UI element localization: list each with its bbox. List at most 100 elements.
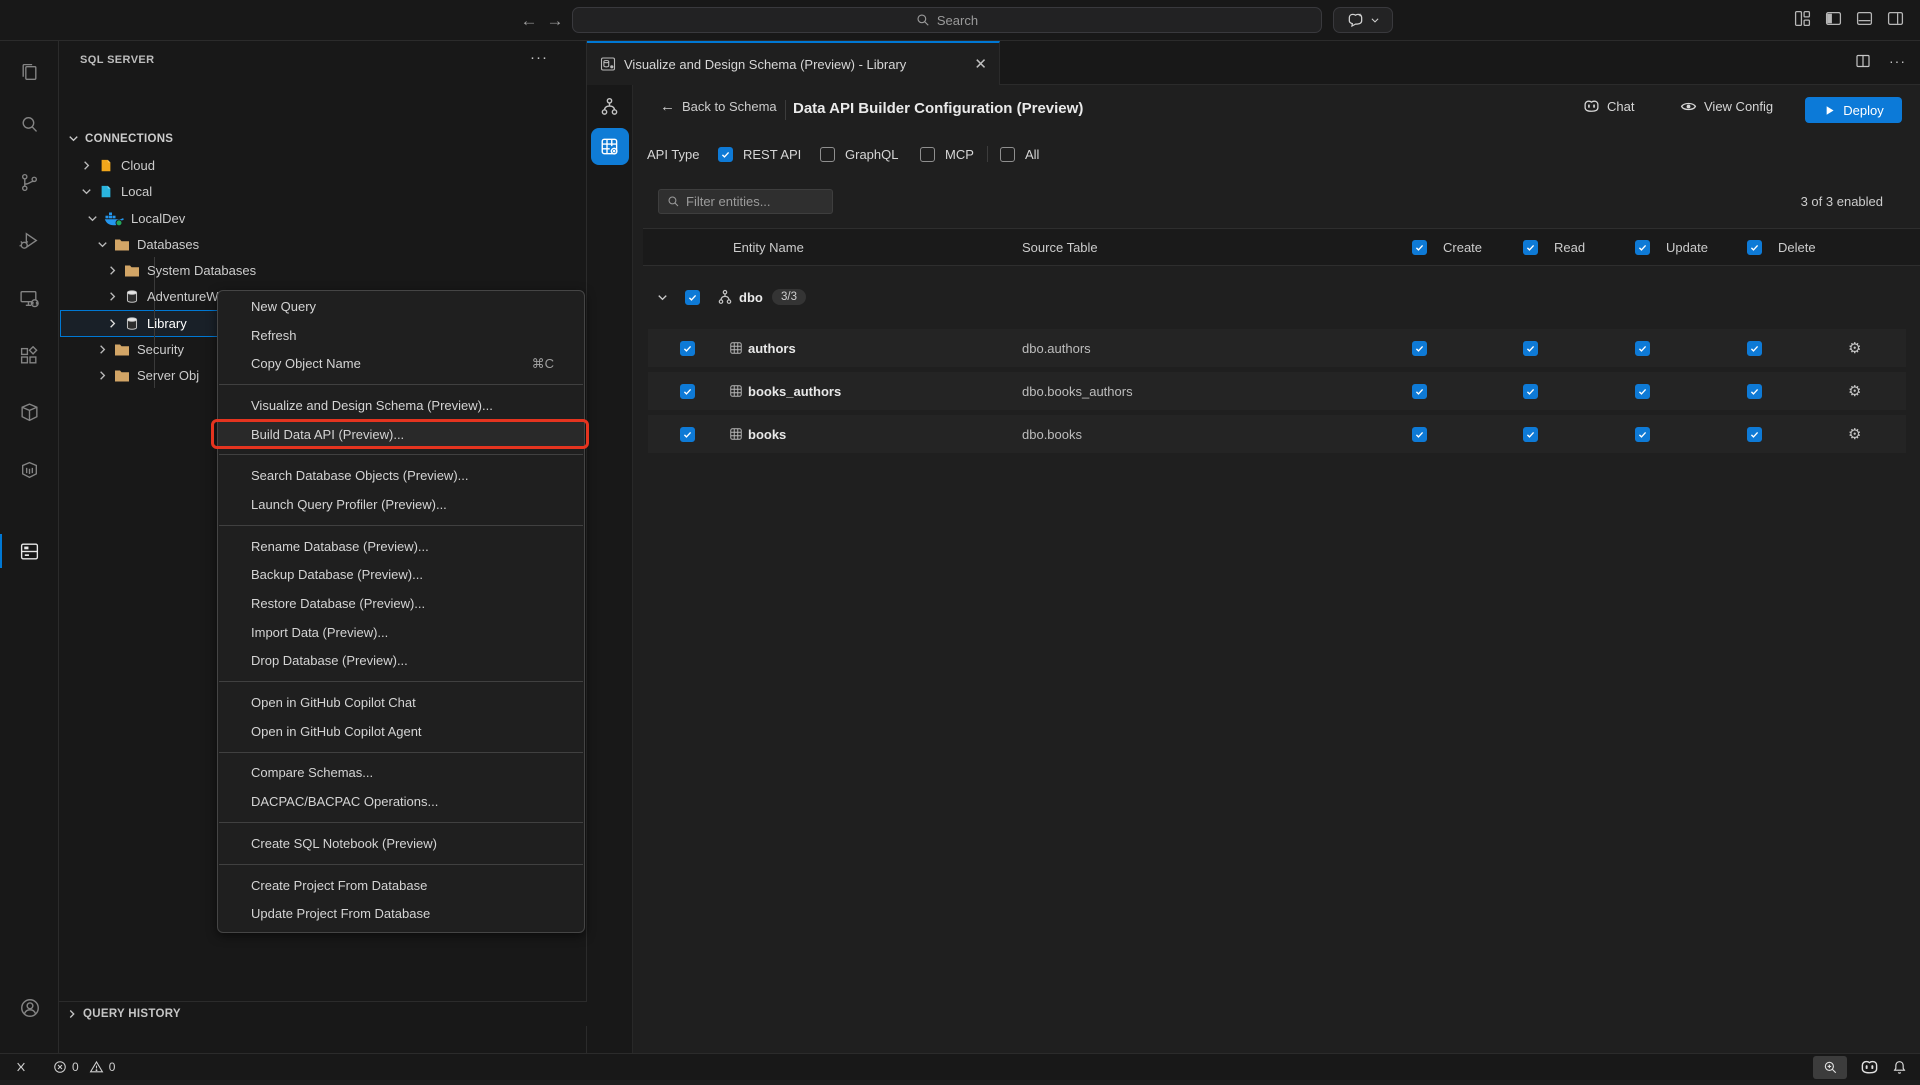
sidebar-item-connections[interactable]: CONNECTIONS [59,125,587,152]
source-control-icon[interactable] [0,162,59,202]
checkbox[interactable] [718,147,733,162]
menu-item-open-copilot-chat[interactable]: Open in GitHub Copilot Chat [218,688,584,717]
menu-item-update-project-from-database[interactable]: Update Project From Database [218,899,584,928]
row-checkbox[interactable] [680,372,695,410]
checkbox[interactable] [1635,240,1650,255]
menu-item-compare-schemas[interactable]: Compare Schemas... [218,759,584,788]
remote-indicator-icon[interactable] [14,1060,28,1074]
menu-item-new-query[interactable]: New Query [218,292,584,321]
package-icon[interactable] [0,450,59,490]
container-tools-icon[interactable] [0,392,59,432]
menu-item-backup-database[interactable]: Backup Database (Preview)... [218,561,584,590]
run-debug-icon[interactable] [0,220,59,260]
update-checkbox[interactable] [1635,415,1650,453]
row-settings-gear-icon[interactable]: ⚙ [1848,329,1861,367]
customize-layout-icon[interactable] [1794,10,1811,27]
more-actions-icon[interactable]: ··· [1889,53,1906,69]
read-checkbox[interactable] [1523,372,1538,410]
chat-button[interactable]: Chat [1583,98,1634,115]
delete-checkbox[interactable] [1747,372,1762,410]
chevron-down-icon[interactable] [655,277,670,317]
back-to-schema-link[interactable]: ← Back to Schema [660,98,777,115]
checkbox[interactable] [1747,240,1762,255]
group-checkbox[interactable] [685,277,700,317]
remote-explorer-icon[interactable] [0,278,59,318]
table-row-authors[interactable]: authors dbo.authors ⚙ [648,329,1906,367]
command-center-search[interactable]: Search [572,7,1322,33]
checkbox[interactable] [1523,240,1538,255]
table-row-books[interactable]: books dbo.books ⚙ [648,415,1906,453]
account-icon[interactable] [0,988,59,1028]
menu-item-rename-database[interactable]: Rename Database (Preview)... [218,532,584,561]
api-type-rest[interactable]: REST API [718,142,801,166]
search-view-icon[interactable] [0,104,59,144]
sidebar-item-cloud[interactable]: Cloud [59,152,587,179]
menu-item-create-project-from-database[interactable]: Create Project From Database [218,871,584,900]
zoom-indicator[interactable] [1813,1056,1847,1079]
checkbox[interactable] [1412,240,1427,255]
toggle-panel-icon[interactable] [1856,10,1873,27]
copilot-status-icon[interactable] [1860,1058,1879,1077]
menu-item-refresh[interactable]: Refresh [218,321,584,350]
create-checkbox[interactable] [1412,415,1427,453]
deploy-button[interactable]: Deploy [1805,97,1902,123]
menu-item-drop-database[interactable]: Drop Database (Preview)... [218,647,584,676]
sidebar-item-system-databases[interactable]: System Databases [59,257,587,284]
data-api-config-button[interactable] [591,128,629,165]
delete-checkbox[interactable] [1747,329,1762,367]
checkbox[interactable] [1000,147,1015,162]
menu-item-import-data[interactable]: Import Data (Preview)... [218,618,584,647]
delete-checkbox[interactable] [1747,415,1762,453]
tab-visualize-design-schema[interactable]: Visualize and Design Schema (Preview) - … [587,41,1000,85]
page-title: Data API Builder Configuration (Preview) [793,100,1083,117]
schema-diagram-icon[interactable] [600,97,619,116]
menu-item-copy-object-name[interactable]: Copy Object Name⌘C [218,349,584,378]
query-history-section[interactable]: QUERY HISTORY [59,1001,587,1026]
view-config-button[interactable]: View Config [1680,98,1773,115]
problems-indicator[interactable]: 0 0 [53,1060,115,1074]
more-actions-icon[interactable]: ··· [530,49,548,66]
api-type-graphql[interactable]: GraphQL [820,142,898,166]
update-checkbox[interactable] [1635,372,1650,410]
close-icon[interactable]: ✕ [974,55,987,73]
nav-forward-arrow[interactable]: → [544,10,566,32]
explorer-icon[interactable] [0,52,59,92]
read-checkbox[interactable] [1523,329,1538,367]
api-type-mcp[interactable]: MCP [920,142,974,166]
menu-item-launch-query-profiler[interactable]: Launch Query Profiler (Preview)... [218,490,584,519]
row-checkbox[interactable] [680,329,695,367]
menu-item-build-data-api[interactable]: Build Data API (Preview)... [218,420,584,449]
filter-entities-input[interactable] [686,194,806,209]
extensions-icon[interactable] [0,336,59,376]
notifications-bell-icon[interactable] [1892,1060,1907,1075]
sidebar-item-local[interactable]: Local [59,178,587,205]
copilot-menu-button[interactable] [1333,7,1393,33]
split-editor-icon[interactable] [1855,53,1871,69]
create-checkbox[interactable] [1412,329,1427,367]
toggle-secondary-sidebar-icon[interactable] [1887,10,1904,27]
sidebar-item-databases[interactable]: Databases [59,231,587,258]
menu-item-search-database-objects[interactable]: Search Database Objects (Preview)... [218,461,584,490]
checkbox[interactable] [820,147,835,162]
sql-server-view-icon[interactable] [0,531,59,571]
row-settings-gear-icon[interactable]: ⚙ [1848,415,1861,453]
create-checkbox[interactable] [1412,372,1427,410]
api-type-all[interactable]: All [1000,142,1039,166]
table-row-books-authors[interactable]: books_authors dbo.books_authors ⚙ [648,372,1906,410]
menu-item-restore-database[interactable]: Restore Database (Preview)... [218,589,584,618]
nav-back-arrow[interactable]: ← [518,10,540,32]
menu-item-open-copilot-agent[interactable]: Open in GitHub Copilot Agent [218,717,584,746]
read-checkbox[interactable] [1523,415,1538,453]
filter-entities-box[interactable] [658,189,833,214]
toggle-primary-sidebar-icon[interactable] [1825,10,1842,27]
menu-item-create-sql-notebook[interactable]: Create SQL Notebook (Preview) [218,829,584,858]
schema-group-row[interactable]: dbo 3/3 [643,277,1906,317]
checkbox[interactable] [920,147,935,162]
row-checkbox[interactable] [680,415,695,453]
menu-item-visualize-design-schema[interactable]: Visualize and Design Schema (Preview)... [218,391,584,420]
update-checkbox[interactable] [1635,329,1650,367]
row-settings-gear-icon[interactable]: ⚙ [1848,372,1861,410]
sidebar-item-localdev[interactable]: LocalDev [59,205,587,232]
menu-item-dacpac-bacpac[interactable]: DACPAC/BACPAC Operations... [218,787,584,816]
group-name: dbo [739,277,763,317]
